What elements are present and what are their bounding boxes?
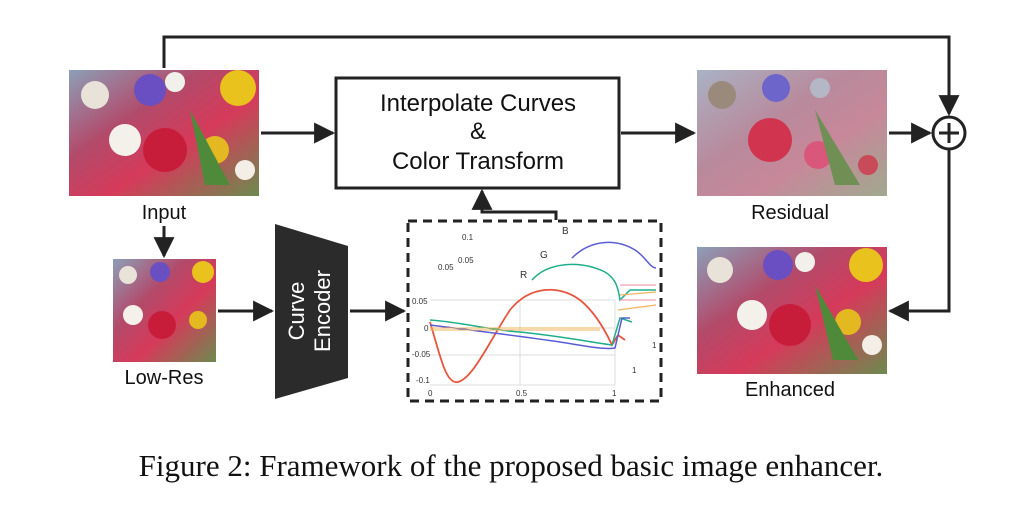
connectors bbox=[153, 35, 960, 322]
plot-frame bbox=[406, 219, 663, 403]
back-tick-1: 0.05 bbox=[458, 256, 474, 265]
interpolate-box bbox=[334, 76, 621, 190]
arrow-plus-to-enhanced bbox=[887, 150, 951, 322]
curve-r-front bbox=[429, 288, 626, 383]
back-tick-4: 1 bbox=[632, 366, 637, 375]
channel-label-b: B bbox=[562, 226, 569, 237]
residual-label: Residual bbox=[751, 202, 829, 224]
curve-plot: 0.1 0.05 0.05 1 1 0.05 0 -0.05 -0.1 0 0.… bbox=[406, 219, 663, 403]
curve-g-front bbox=[429, 317, 633, 346]
curve-encoder-block bbox=[275, 224, 348, 399]
y-tick-neg-0.05: -0.05 bbox=[412, 350, 431, 359]
encoder-label-line1: Curve bbox=[284, 282, 309, 341]
interpolate-label-line2: & bbox=[470, 118, 486, 145]
input-image bbox=[69, 70, 259, 196]
figure-caption: Figure 2: Framework of the proposed basi… bbox=[139, 448, 884, 483]
curve-b-back bbox=[571, 241, 657, 269]
channel-label-r: R bbox=[520, 270, 527, 281]
input-label: Input bbox=[142, 202, 187, 224]
low-res-label: Low-Res bbox=[125, 367, 204, 389]
x-tick-0: 0 bbox=[428, 389, 433, 398]
curve-orange bbox=[617, 291, 657, 311]
x-tick-1: 1 bbox=[612, 389, 617, 398]
channel-label-g: G bbox=[540, 250, 548, 261]
curve-flat-lines bbox=[430, 327, 600, 331]
back-tick-3: 1 bbox=[652, 341, 657, 350]
y-tick-0: 0 bbox=[424, 324, 429, 333]
skip-connection bbox=[162, 35, 960, 117]
y-tick-0.05: 0.05 bbox=[412, 297, 428, 306]
curve-g-back bbox=[531, 263, 656, 302]
x-tick-0.5: 0.5 bbox=[516, 389, 528, 398]
enhanced-label: Enhanced bbox=[745, 379, 835, 401]
arrow-plot-to-interpolate bbox=[471, 188, 558, 220]
y-tick-neg-0.1: -0.1 bbox=[416, 376, 430, 385]
encoder-label-line2: Encoder bbox=[310, 270, 335, 352]
enhanced-image bbox=[697, 247, 887, 374]
curve-b-front bbox=[429, 317, 630, 350]
interpolate-label-line1: Interpolate Curves bbox=[380, 90, 576, 117]
low-res-image bbox=[113, 259, 216, 362]
interpolate-label-line3: Color Transform bbox=[392, 148, 564, 175]
residual-image bbox=[697, 70, 887, 196]
plus-icon bbox=[939, 123, 959, 143]
back-tick-0: 0.1 bbox=[462, 233, 474, 242]
curve-pink bbox=[620, 284, 656, 301]
back-tick-2: 0.05 bbox=[438, 263, 454, 272]
